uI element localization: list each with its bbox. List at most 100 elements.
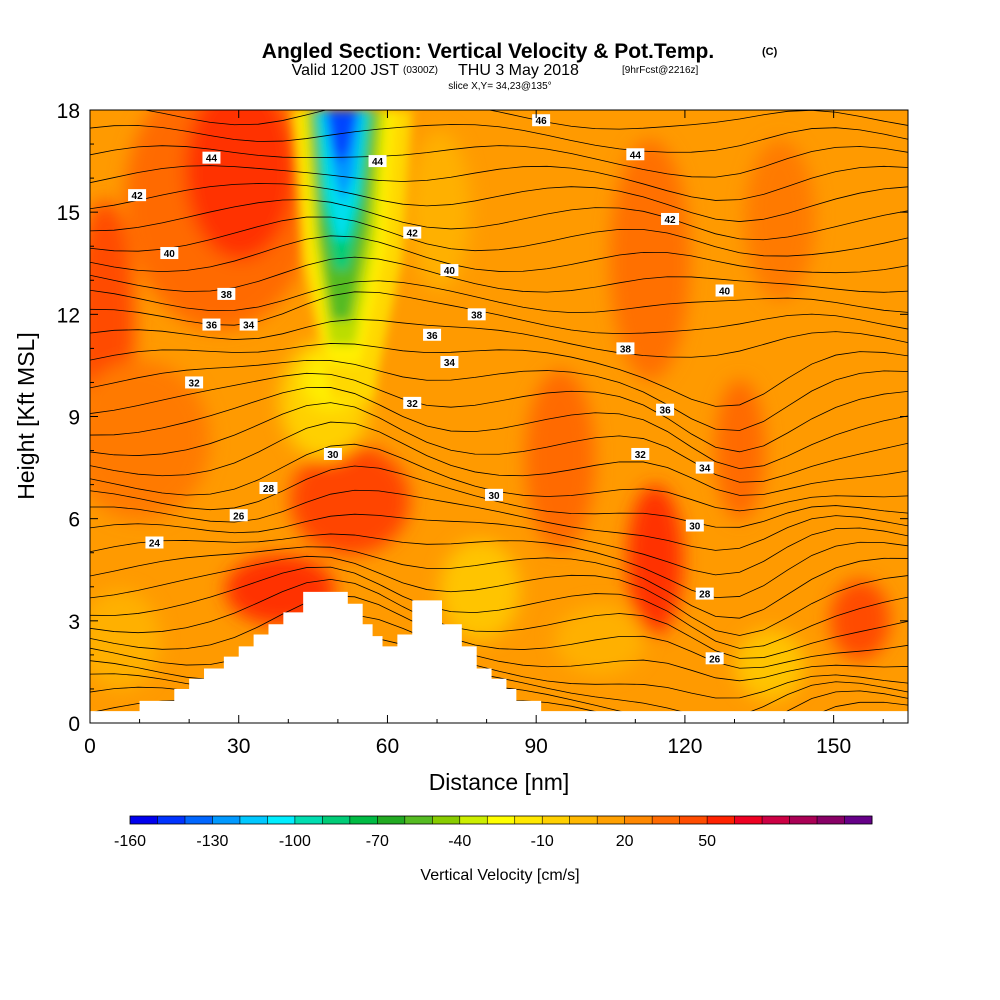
field-region (440, 540, 520, 640)
contour-line (90, 124, 908, 153)
contour-line (90, 546, 908, 619)
contour-line (90, 566, 908, 649)
field-region (290, 445, 410, 555)
colorbar-swatch (817, 816, 846, 824)
contour-label-text: 42 (664, 215, 676, 226)
contour-line (90, 183, 908, 222)
x-tick-label: 60 (376, 735, 399, 758)
contour-line (90, 343, 908, 407)
y-axis-label: Height [Kft MSL] (13, 332, 39, 499)
colorbar-swatch (569, 816, 598, 824)
colorbar-swatch (239, 816, 268, 824)
contour-label: 42 (128, 189, 147, 202)
chart-title-unit: (C) (762, 46, 778, 58)
y-tick-label: 0 (68, 713, 80, 736)
slice-info: slice X,Y= 34,23@135° (448, 81, 551, 92)
terrain (90, 591, 908, 723)
contour-label: 34 (695, 461, 714, 475)
colorbar-swatch (542, 816, 571, 824)
contour-label-text: 32 (407, 399, 419, 410)
contour-label-text: 32 (189, 378, 201, 389)
contour-line (90, 145, 908, 178)
x-tick-label: 0 (84, 735, 96, 758)
colorbar: -160 -130 -100 -70 -40 -10 20 50 (114, 815, 873, 850)
x-tick-label: 30 (227, 735, 250, 758)
chart-title: Angled Section: Vertical Velocity & Pot.… (262, 40, 714, 63)
y-tick-label: 18 (57, 100, 80, 123)
contour-label-text: 44 (630, 150, 642, 161)
contour-label-text: 34 (699, 464, 711, 475)
x-tick-label: 90 (525, 735, 548, 758)
contour-line (90, 291, 908, 335)
colorbar-swatch (734, 816, 763, 824)
contour-label: 28 (695, 587, 714, 601)
colorbar-tick-label: 50 (698, 833, 716, 850)
colorbar-tick-label: -70 (366, 833, 389, 850)
contour-labels: 44 42 40 38 36 34 32 30 28 26 24 46 44 44 42 42 40 40 38 38… (128, 114, 734, 665)
field-region (555, 605, 645, 675)
colorbar-swatch (487, 816, 516, 824)
contour-label-text: 28 (263, 484, 275, 495)
colorbar-swatch (762, 816, 791, 824)
contour-label: 34 (239, 318, 258, 332)
colorbar-swatch (432, 816, 461, 824)
downdraft-band (328, 110, 357, 165)
contour-label: 26 (229, 509, 248, 522)
contour-label: 34 (440, 356, 459, 369)
contour-label: 32 (403, 396, 422, 410)
contour-label-text: 34 (243, 321, 255, 332)
colorbar-swatch (597, 816, 626, 824)
field-region (627, 485, 683, 635)
contour-label: 40 (715, 284, 734, 297)
colorbar-swatch (157, 816, 186, 824)
colorbar-swatch (349, 816, 378, 824)
contour-label: 46 (532, 114, 551, 127)
contour-label-text: 44 (372, 157, 384, 168)
contour-label: 28 (259, 482, 278, 495)
field-region (610, 140, 690, 380)
colorbar-swatch (707, 816, 736, 824)
field-region (90, 360, 210, 520)
contour-label: 44 (202, 151, 221, 165)
contour-label-text: 30 (488, 491, 500, 502)
colorbar-swatch (184, 816, 213, 824)
contour-label: 40 (160, 247, 179, 260)
y-tick-label: 12 (57, 304, 80, 327)
contour-label-text: 42 (407, 229, 419, 240)
contour-line (90, 387, 908, 470)
contour-line (90, 199, 908, 241)
valid-time-prefix: Valid 1200 JST (292, 62, 400, 79)
contour-label: 36 (656, 403, 675, 417)
field-region (830, 580, 890, 660)
colorbar-swatch (267, 816, 296, 824)
colorbar-swatch (294, 816, 323, 824)
colorbar-swatch (844, 816, 873, 824)
y-tick-label: 9 (68, 407, 80, 430)
y-tick-label: 15 (57, 202, 80, 225)
contour-line (90, 359, 908, 431)
contour-label: 38 (616, 342, 635, 355)
contour-label: 32 (631, 447, 650, 461)
contour-label-text: 26 (233, 511, 245, 522)
colorbar-swatch (404, 816, 433, 824)
colorbar-tick-label: 20 (616, 833, 634, 850)
y-tick-label: 3 (68, 611, 80, 634)
contour-label: 44 (368, 155, 387, 168)
contour-label-text: 40 (164, 249, 176, 260)
downdraft-column (292, 110, 412, 400)
contour-label: 24 (145, 536, 164, 550)
contour-line (90, 513, 908, 576)
colorbar-swatch (624, 816, 653, 824)
contour-label: 30 (685, 519, 704, 532)
contour-line (90, 402, 908, 483)
contour-label-text: 46 (536, 116, 548, 127)
x-tick-label: 150 (816, 735, 851, 758)
colorbar-tick-label: -130 (196, 833, 228, 850)
colorbar-swatch (130, 816, 158, 824)
contour-label: 38 (467, 308, 486, 321)
contour-label-text: 42 (132, 191, 144, 202)
contour-label-text: 30 (689, 521, 701, 532)
field-region (185, 110, 295, 260)
contour-line (90, 533, 908, 599)
